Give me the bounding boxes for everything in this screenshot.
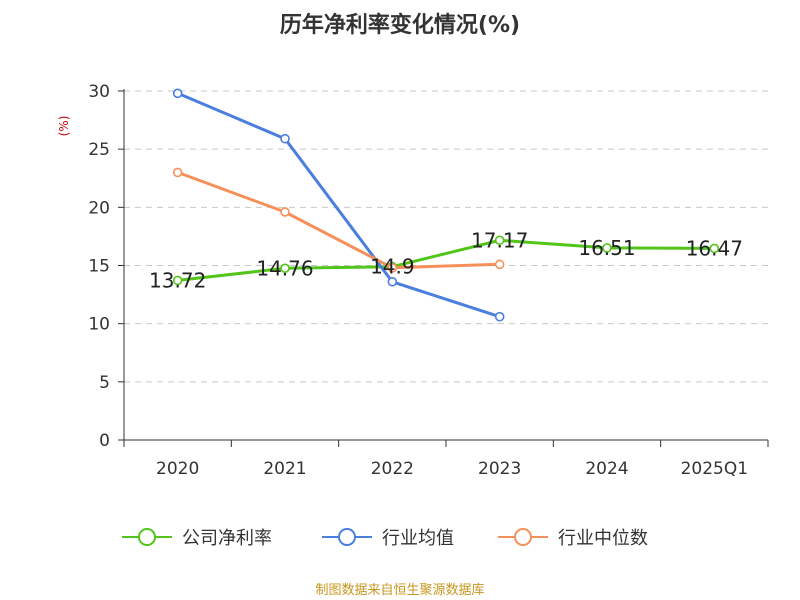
data-label: 14.76: [256, 256, 313, 280]
legend-label: 行业均值: [382, 528, 454, 549]
y-tick-label: 0: [99, 431, 110, 451]
source-note: 制图数据来自恒生聚源数据库: [315, 582, 484, 598]
data-label: 16.47: [686, 236, 743, 260]
series-line: [177, 170, 500, 270]
legend-label: 行业中位数: [558, 528, 648, 549]
x-tick-label: 2023: [478, 459, 521, 479]
data-point: [602, 243, 612, 253]
data-point: [494, 311, 505, 322]
y-tick-label: 25: [88, 140, 110, 160]
legend: 公司净利率 行业均值 行业中位数: [122, 528, 648, 549]
y-tick-label: 10: [88, 315, 110, 335]
x-tick-label: 2025Q1: [681, 459, 748, 479]
x-tick-label: 2022: [371, 459, 414, 479]
data-labels: 13.72 14.76 14.9 17.17 16.51 16.47: [149, 228, 743, 292]
data-point: [280, 207, 290, 217]
data-point: [387, 276, 398, 287]
legend-marker-icon: [514, 528, 532, 546]
y-tick-label: 5: [99, 373, 110, 393]
legend-marker-icon: [138, 528, 156, 546]
x-tick-label: 2020: [156, 459, 199, 479]
data-label: 17.17: [471, 228, 528, 252]
gridlines: [124, 90, 768, 383]
x-tick-label: 2021: [263, 459, 306, 479]
data-point: [387, 263, 398, 273]
legend-label: 公司净利率: [182, 528, 272, 549]
data-point: [494, 259, 505, 270]
data-point: [172, 275, 183, 286]
data-label: 14.9: [370, 255, 415, 279]
data-point: [280, 263, 290, 274]
y-tick-label: 30: [88, 82, 110, 102]
data-label: 13.72: [149, 268, 206, 292]
data-point: [280, 133, 290, 144]
x-tick-label: 2024: [585, 459, 628, 479]
data-point: [709, 243, 720, 254]
data-label: 16.51: [578, 236, 635, 260]
chart-title: 历年净利率变化情况(%): [280, 12, 520, 38]
series-line: [177, 91, 501, 319]
data-point: [172, 88, 183, 99]
y-tick-label: 15: [88, 257, 110, 277]
y-axis-label: (%): [57, 116, 71, 137]
axes: 0 5 10 15 20 25 30 2020 2021 2022 2023 2024 2025Q1: [88, 82, 769, 479]
series-line: [177, 238, 715, 282]
series-group: [172, 88, 720, 322]
legend-marker-icon: [338, 528, 356, 546]
y-tick-label: 20: [88, 198, 110, 218]
data-point: [172, 167, 183, 178]
data-point: [494, 235, 505, 246]
